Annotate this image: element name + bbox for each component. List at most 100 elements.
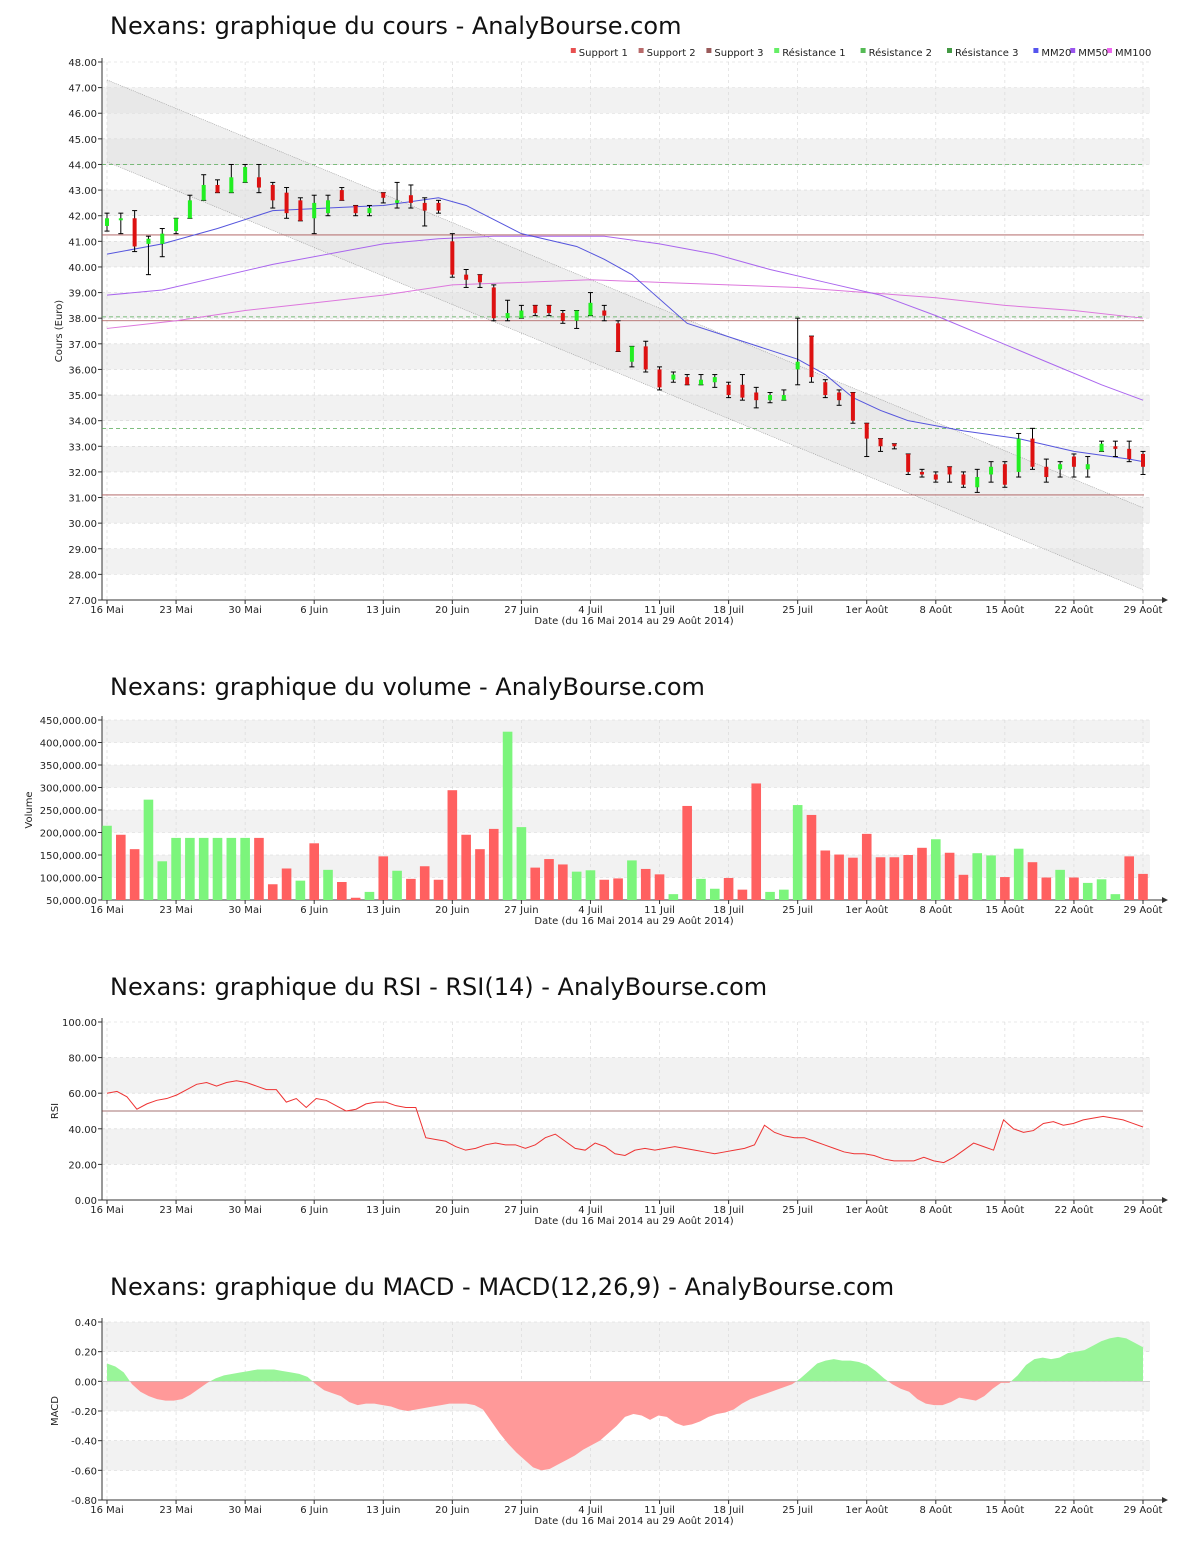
- candle-body: [933, 474, 938, 480]
- y-tick-label: 0.20: [75, 1348, 97, 1359]
- y-tick-label: 40.00: [68, 1125, 97, 1136]
- volume-bar: [903, 855, 913, 900]
- candle-body: [312, 202, 317, 219]
- y-tick-label: 400,000.00: [40, 739, 97, 750]
- plot-band: [102, 292, 1150, 319]
- candle: [670, 371, 676, 383]
- y-tick-label: 33.00: [68, 442, 97, 453]
- candle-body: [629, 346, 634, 362]
- x-tick-label: 30 Mai: [228, 1205, 261, 1216]
- candle: [767, 391, 773, 404]
- volume-bar: [267, 884, 278, 900]
- candle-body: [1085, 464, 1090, 470]
- candle: [477, 274, 483, 288]
- candle-body: [174, 218, 179, 232]
- x-tick-label: 23 Mai: [159, 1205, 192, 1216]
- x-tick-label: 30 Mai: [228, 1505, 261, 1516]
- volume-bar: [640, 868, 651, 900]
- candle: [159, 228, 165, 258]
- x-tick-label: 1er Août: [845, 604, 888, 616]
- candle-body: [809, 336, 814, 378]
- candle-body: [657, 369, 662, 388]
- candle: [739, 374, 745, 401]
- x-tick-label: 25 Juil: [782, 1505, 813, 1516]
- candle: [546, 304, 552, 317]
- plot-band: [102, 241, 1150, 267]
- volume-bar: [488, 828, 499, 900]
- candle: [532, 304, 538, 317]
- plot-band: [102, 446, 1150, 472]
- volume-bar: [129, 849, 140, 900]
- candle: [145, 235, 151, 276]
- candle: [325, 194, 331, 217]
- volume-bar: [364, 891, 375, 900]
- candle-body: [436, 202, 441, 211]
- channel-lower: [106, 161, 1144, 591]
- macd-chart-title: Nexans: graphique du MACD - MACD(12,26,9…: [110, 1273, 894, 1301]
- candle: [629, 345, 635, 368]
- candle-body: [947, 466, 952, 475]
- y-tick-label: 0.00: [75, 1196, 97, 1207]
- candle: [988, 461, 994, 483]
- candle-body: [961, 474, 966, 485]
- x-tick-label: 20 Juin: [435, 1205, 469, 1216]
- candle-body: [795, 361, 800, 370]
- y-tick-label: 48.00: [68, 58, 97, 69]
- candle: [422, 197, 428, 227]
- candle: [574, 310, 580, 329]
- x-tick-label: 30 Mai: [228, 605, 261, 616]
- y-tick-label: 80.00: [68, 1054, 97, 1065]
- candle-body: [1141, 453, 1145, 467]
- candle-body: [1044, 466, 1049, 478]
- candle-body: [823, 382, 828, 396]
- x-tick-label: 15 Août: [985, 904, 1024, 916]
- y-tick-label: 200,000.00: [40, 829, 97, 840]
- candle-body: [837, 392, 842, 401]
- candle: [1099, 440, 1105, 452]
- candle: [353, 204, 359, 217]
- x-axis-arrow: [1162, 1197, 1168, 1203]
- x-tick-label: 29 Août: [1124, 1204, 1163, 1216]
- macd-negative-area: [888, 1381, 1011, 1406]
- candle: [1085, 456, 1091, 478]
- candle: [270, 181, 276, 209]
- candle-body: [381, 192, 386, 198]
- volume-bar: [1027, 862, 1038, 900]
- candle: [505, 299, 511, 322]
- volume-bar: [792, 805, 803, 900]
- candle-body: [1113, 446, 1118, 449]
- volume-bar: [185, 837, 195, 900]
- candle-body: [464, 274, 469, 280]
- y-tick-label: -0.60: [71, 1466, 97, 1477]
- candle: [601, 304, 607, 322]
- candle: [449, 233, 455, 278]
- y-tick-label: 41.00: [68, 237, 97, 248]
- candle: [684, 374, 690, 386]
- candle-body: [256, 177, 261, 188]
- candle-body: [533, 305, 538, 314]
- x-tick-label: 29 Août: [1124, 604, 1163, 616]
- candle-body: [215, 184, 220, 193]
- x-tick-label: 20 Juin: [435, 905, 469, 916]
- legend-label: Résistance 1: [782, 47, 845, 59]
- volume-bar: [475, 849, 485, 900]
- volume-bar: [917, 847, 927, 900]
- legend-swatch: [706, 48, 712, 53]
- legend-swatch: [570, 48, 576, 53]
- x-tick-label: 8 Août: [920, 1504, 953, 1516]
- candle-body: [643, 346, 648, 370]
- candle: [864, 422, 870, 458]
- volume-bar: [530, 867, 541, 900]
- x-tick-label: 8 Août: [920, 904, 953, 916]
- candle: [339, 187, 345, 201]
- x-tick-label: 6 Juin: [300, 905, 328, 916]
- candle-body: [519, 310, 524, 319]
- y-tick-label: 38.00: [68, 314, 97, 325]
- volume-bar: [558, 864, 568, 900]
- volume-bar: [1124, 856, 1134, 900]
- volume-bar: [723, 877, 734, 900]
- volume-bar: [350, 897, 361, 900]
- x-axis-arrow: [1162, 897, 1168, 903]
- y-tick-label: 47.00: [68, 84, 97, 95]
- plot-band: [102, 765, 1150, 788]
